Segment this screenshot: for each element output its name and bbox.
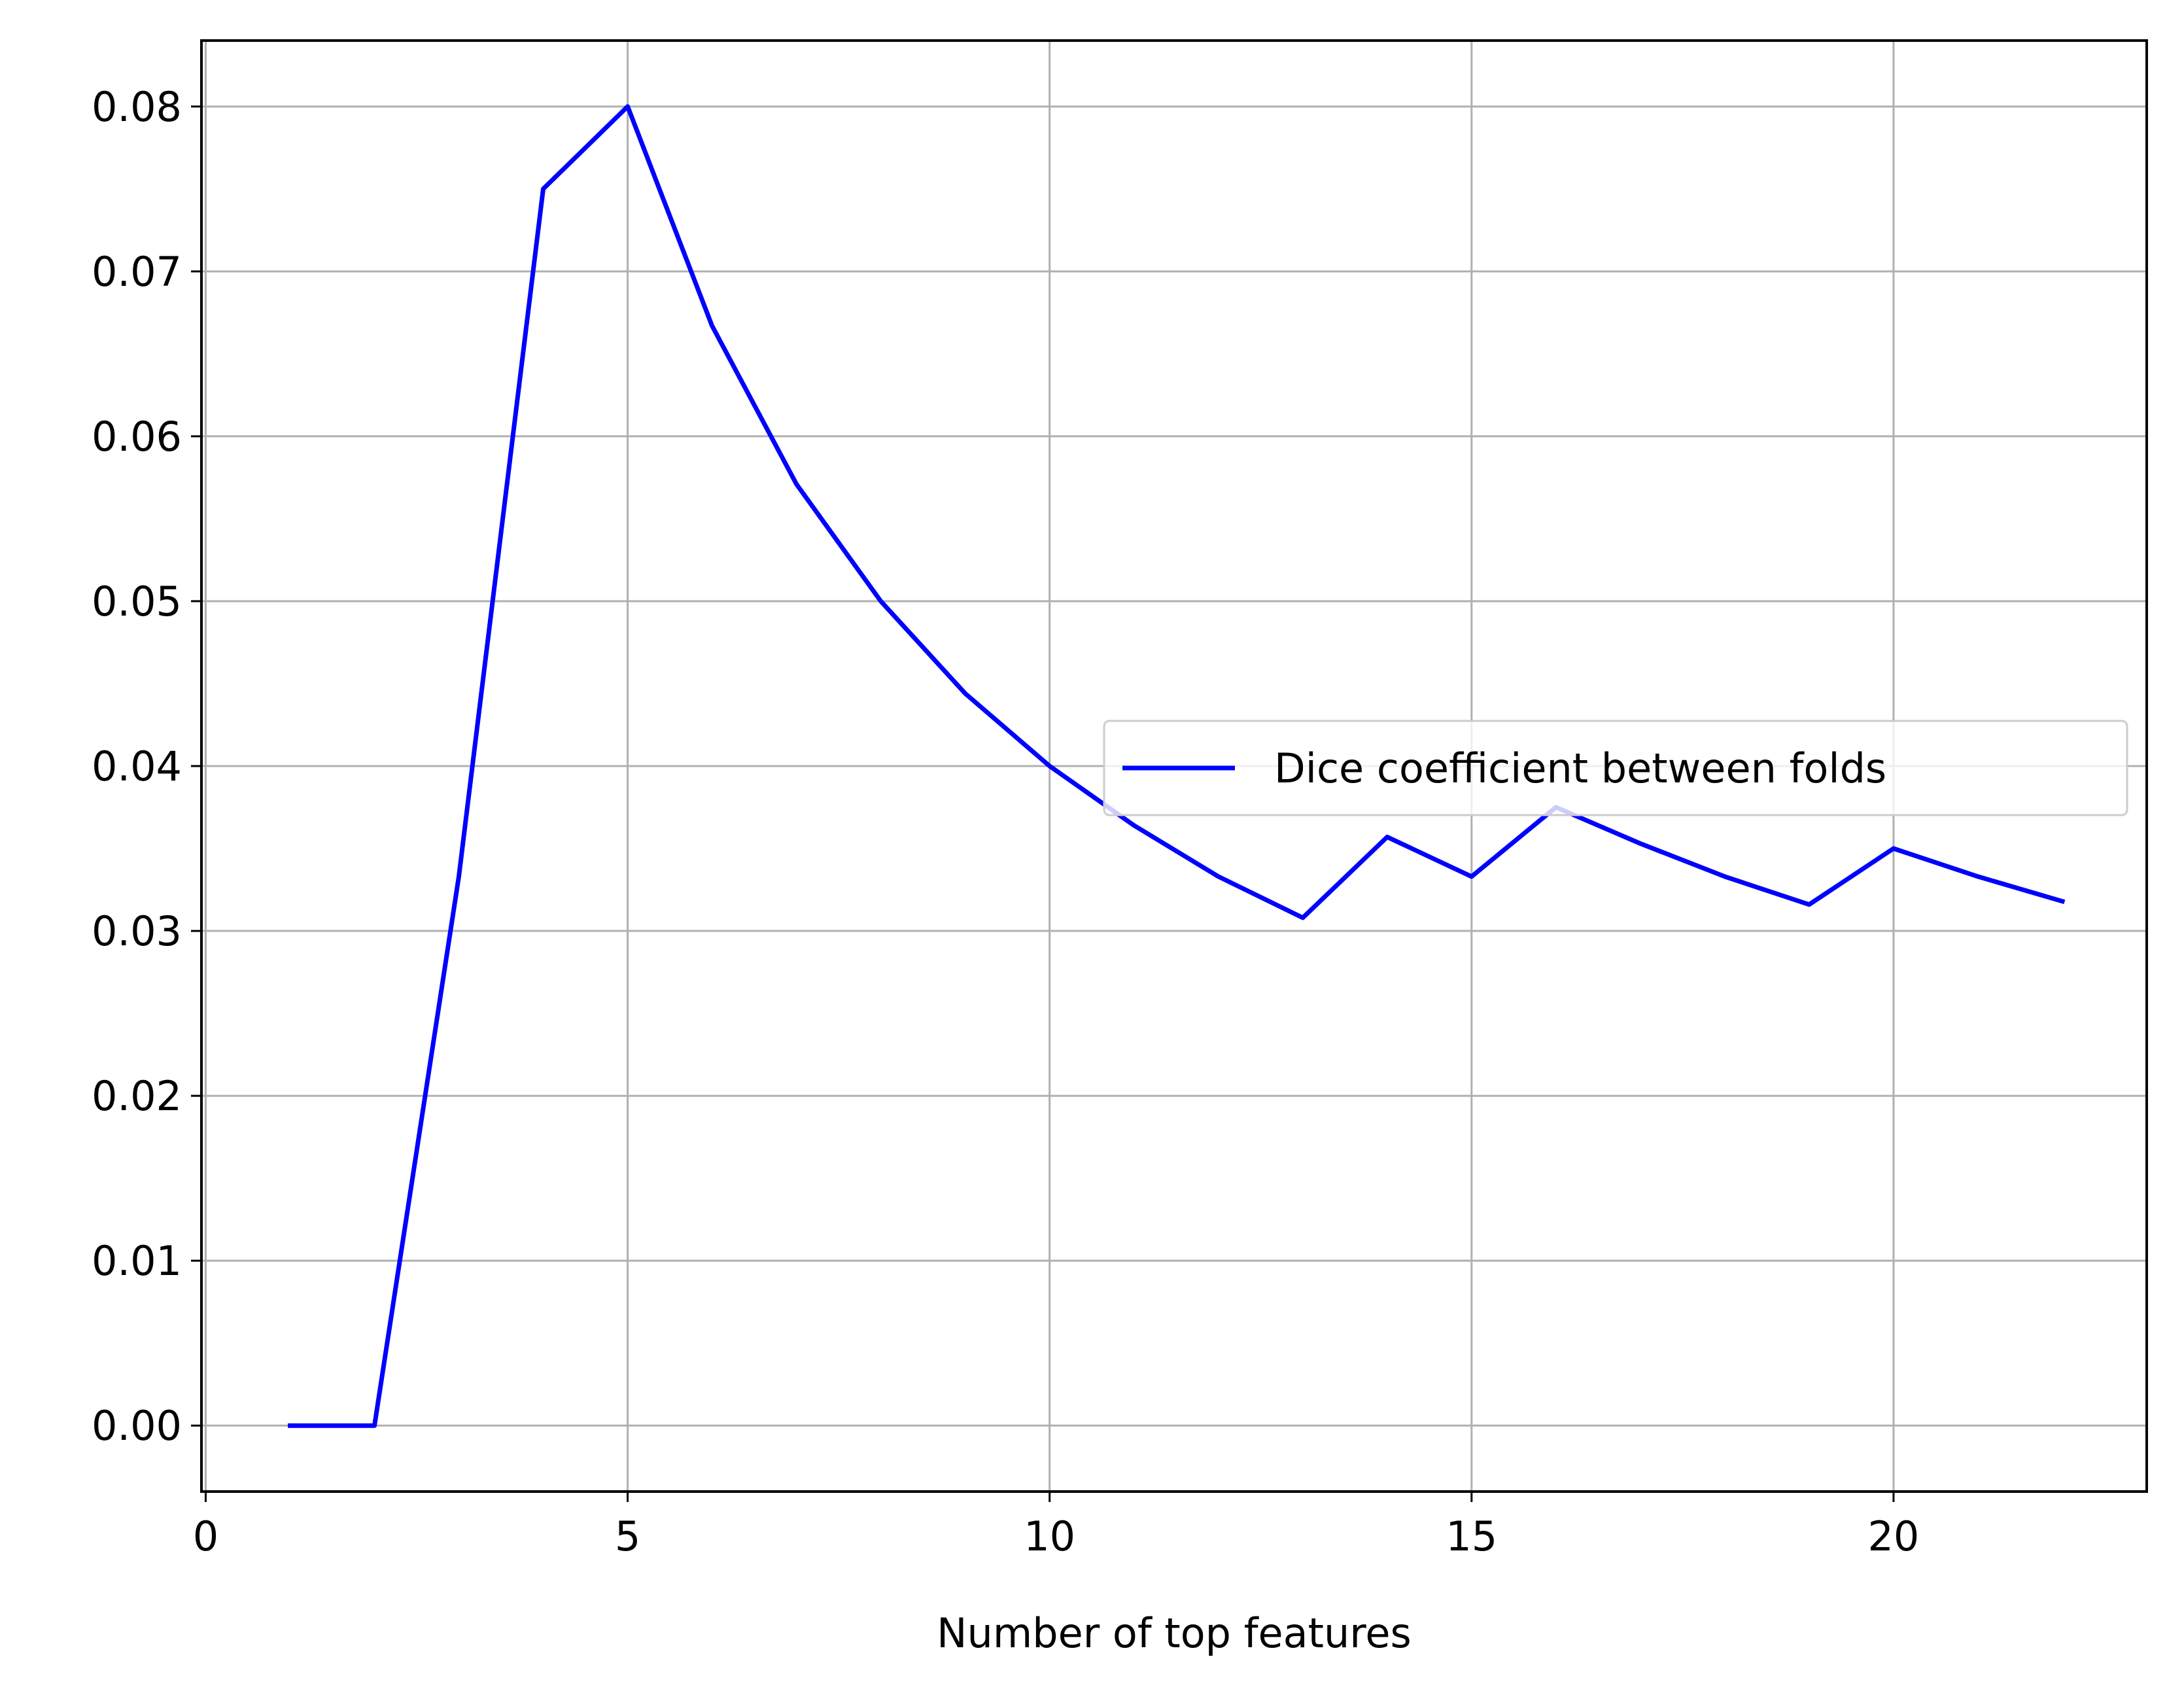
x-tick-label: 10 [1024,1512,1075,1560]
data-point [796,484,797,485]
series-line-dice-coefficient [288,104,2066,1428]
data-point [1218,876,1219,877]
y-tick-label: 0.08 [92,83,182,131]
y-tick-label: 0.03 [92,907,182,955]
axis-ticks: 0 5 10 15 20 0.00 0.01 0.02 0.03 0.04 0.05 0.06 0.07… [92,83,1919,1560]
y-tick-label: 0.02 [92,1072,182,1120]
x-axis-label: Number of top features [937,1609,1412,1657]
legend-label-dice-coefficient: Dice coefficient between folds [1274,744,1886,792]
data-point [374,1425,375,1426]
y-tick-label: 0.07 [92,248,182,296]
y-tick-label: 0.01 [92,1237,182,1285]
legend: Dice coefficient between folds [1103,720,2128,816]
data-point [1978,876,1979,877]
series-layer [288,104,2066,1428]
data-point [1471,876,1472,877]
y-tick-label: 0.06 [92,413,182,461]
x-tick-label: 15 [1446,1512,1497,1560]
y-tick-label: 0.00 [92,1402,182,1450]
data-point [1302,917,1303,918]
data-point [880,601,881,602]
y-tick-label: 0.05 [92,578,182,625]
x-tick-label: 5 [615,1512,640,1560]
legend-box [1103,720,2128,816]
data-point [1724,876,1725,877]
data-point [1049,766,1050,767]
data-point [627,106,628,107]
y-tick-label: 0.04 [92,743,182,790]
x-tick-label: 20 [1867,1512,1919,1560]
data-point [543,188,544,189]
x-tick-label: 0 [193,1512,218,1560]
data-point [1893,848,1894,849]
